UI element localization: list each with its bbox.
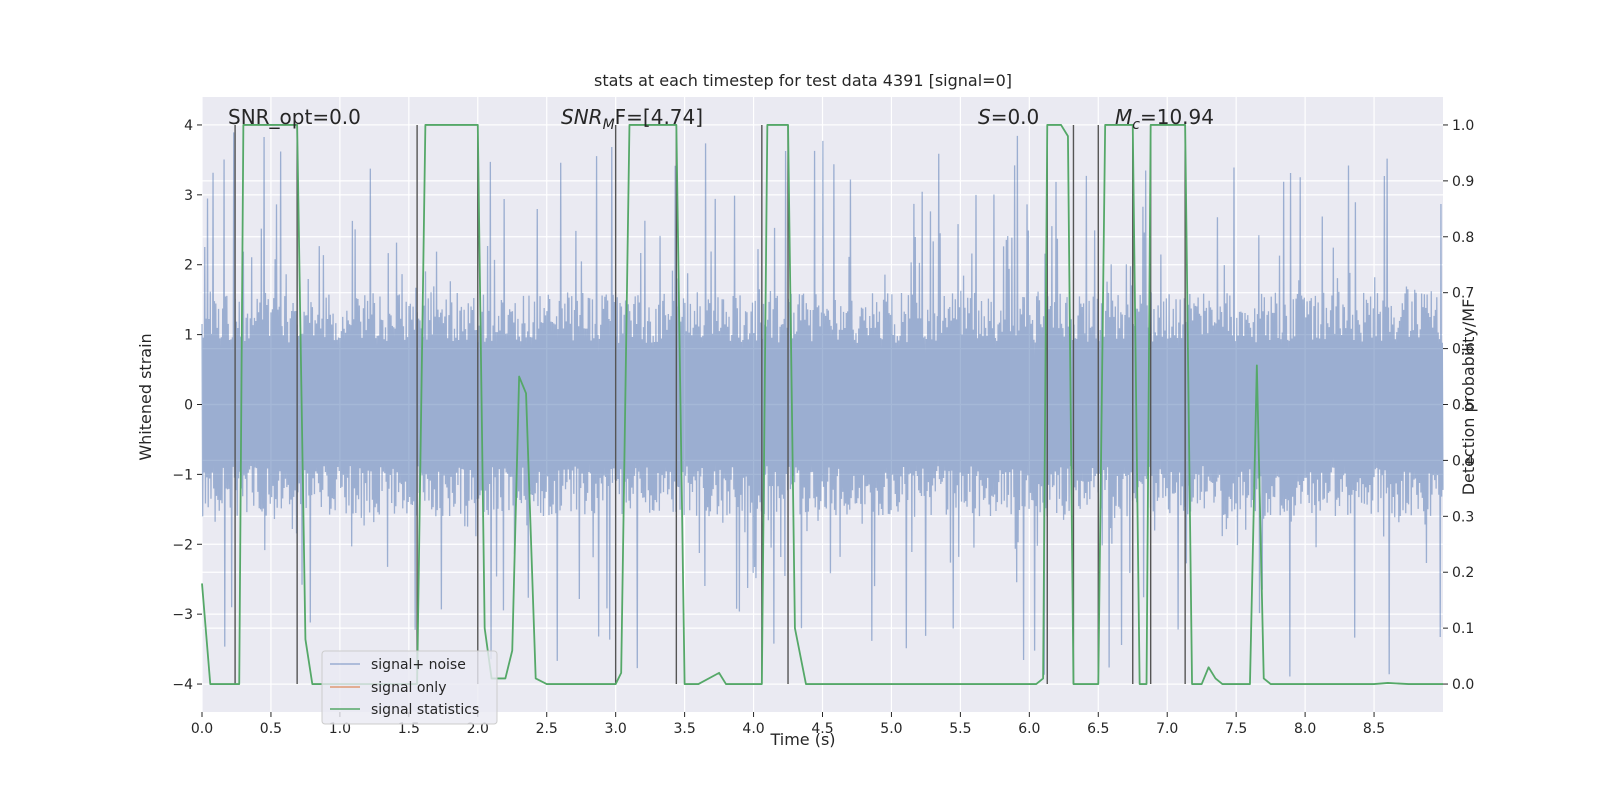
legend-box: [321, 650, 498, 725]
y-tick-label: 4: [184, 118, 193, 134]
x-tick-label: 3.5: [673, 721, 695, 737]
annotation-snr-opt: SNR_opt=0.0: [228, 105, 361, 129]
legend-label-signal-plus-noise: signal+ noise: [371, 657, 466, 673]
x-axis-ticks: 0.0 0.5 1.0 1.5 2.0 2.5 3.0 3.5 4.0 4.5 5.0 5.5 6.0 6…: [191, 712, 1385, 737]
y2-tick-label: 0.4: [1452, 453, 1474, 469]
x-tick-label: 0.0: [191, 721, 213, 737]
y2-tick-label: 0.9: [1452, 174, 1474, 190]
series-signal-statistics: [201, 124, 1443, 685]
annotation-mc: Mc=10.94: [1115, 105, 1214, 133]
legend: signal+ noise signal only signal statist…: [321, 650, 498, 725]
x-tick-label: 5.0: [880, 721, 902, 737]
y-tick-label: −4: [172, 677, 193, 693]
x-tick-label: 4.0: [742, 721, 764, 737]
y-axis-ticks: −4 −3 −2 −1 0 1 2 3 4: [172, 118, 202, 693]
x-tick-label: 1.5: [398, 721, 420, 737]
annotation-mc-value: =10.94: [1140, 105, 1214, 129]
x-tick-label: 6.5: [1087, 721, 1109, 737]
x-tick-label: 3.0: [605, 721, 627, 737]
annotation-s-symbol: S: [978, 105, 991, 129]
annotation-snr-mf: SNRMF=[4.74]: [561, 105, 703, 133]
annotation-s: S=0.0: [978, 105, 1039, 129]
annotation-mc-sub: c: [1132, 117, 1140, 133]
x-tick-label: 2.0: [467, 721, 489, 737]
y-tick-label: 1: [184, 328, 193, 344]
y-tick-label: −3: [172, 607, 193, 623]
y2-tick-label: 0.7: [1452, 286, 1474, 302]
y-tick-label: −2: [172, 537, 193, 553]
annotation-snr-mf-sub: M: [603, 117, 615, 133]
x-tick-label: 8.5: [1363, 721, 1385, 737]
annotation-mc-main: M: [1115, 105, 1132, 129]
y-tick-label: 3: [184, 188, 193, 204]
signal-statistics-line: [201, 124, 1443, 685]
y2-axis-label: Detection probability/MF: [1459, 299, 1478, 496]
y-tick-label: −1: [172, 467, 193, 483]
x-tick-label: 5.5: [949, 721, 971, 737]
annotation-snr-mf-rest: F=[4.74]: [615, 105, 703, 129]
x-tick-label: 7.5: [1225, 721, 1247, 737]
event-markers: [234, 124, 1186, 685]
x-tick-label: 7.0: [1156, 721, 1178, 737]
y2-tick-label: 0.6: [1452, 342, 1474, 358]
y2-axis-ticks: 0.0 0.1 0.2 0.3 0.4 0.5 0.6 0.7 0.8 0.9 1.0: [1443, 118, 1474, 693]
legend-label-signal-only: signal only: [371, 680, 446, 696]
annotation-snr-mf-main: SNR: [561, 105, 603, 129]
y-axis-label: Whitened strain: [136, 333, 155, 460]
x-tick-label: 6.0: [1018, 721, 1040, 737]
annotation-s-value: =0.0: [991, 105, 1040, 129]
y2-tick-label: 0.5: [1452, 398, 1474, 414]
chart-title: stats at each timestep for test data 439…: [594, 71, 1012, 90]
y-tick-label: 0: [184, 398, 193, 414]
x-tick-label: 0.5: [260, 721, 282, 737]
y2-tick-label: 0.8: [1452, 230, 1474, 246]
x-axis-label: Time (s): [769, 730, 835, 749]
signal-plus-noise-line: [201, 132, 1444, 677]
series-signal-plus-noise: [201, 132, 1444, 677]
x-tick-label: 2.5: [536, 721, 558, 737]
legend-label-signal-statistics: signal statistics: [371, 702, 479, 718]
x-tick-label: 8.0: [1294, 721, 1316, 737]
x-tick-label: 1.0: [329, 721, 351, 737]
y2-tick-label: 0.0: [1452, 677, 1474, 693]
y2-tick-label: 0.1: [1452, 621, 1474, 637]
y2-tick-label: 0.2: [1452, 565, 1474, 581]
y2-tick-label: 0.3: [1452, 509, 1474, 525]
x-tick-label: 4.5: [811, 721, 833, 737]
y2-tick-label: 1.0: [1452, 118, 1474, 134]
y-tick-label: 2: [184, 258, 193, 274]
